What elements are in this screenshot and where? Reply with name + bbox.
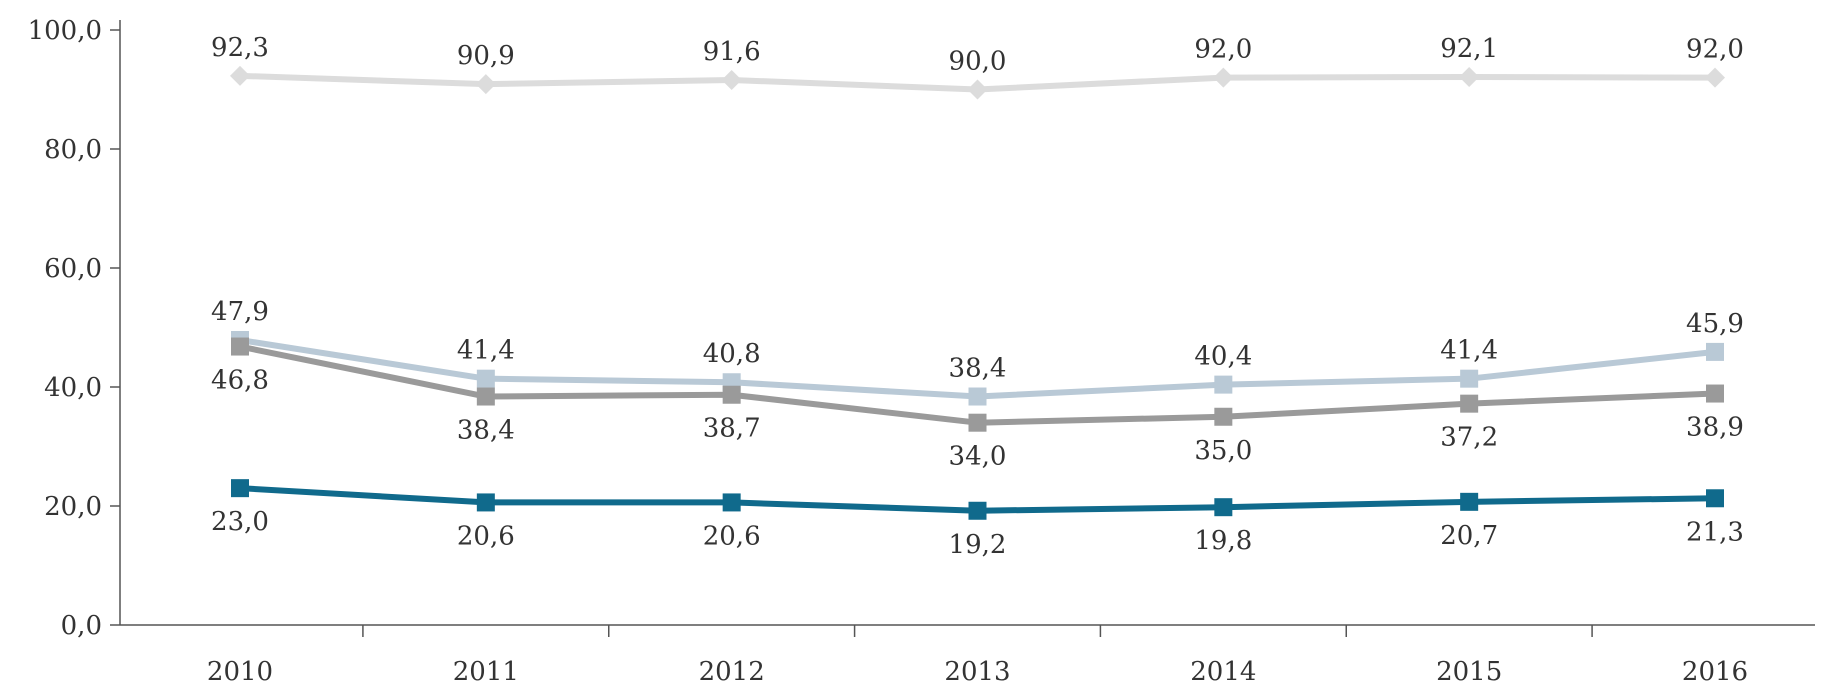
data-point: [1460, 394, 1479, 413]
data-label: 40,4: [1194, 342, 1252, 372]
data-label: 20,6: [703, 521, 761, 551]
x-tick-label: 2014: [1190, 657, 1256, 687]
data-label: 38,4: [949, 354, 1007, 384]
data-label: 34,0: [949, 442, 1007, 472]
data-point: [967, 79, 988, 100]
data-label: 92,3: [211, 33, 269, 63]
data-labels: 92,3 90,9 91,6 90,0 92,0 92,1 92,0 47,9 41,4 40,8…: [211, 33, 1744, 560]
x-tick-label: 2013: [944, 657, 1010, 687]
data-point: [722, 385, 741, 404]
data-point: [476, 493, 495, 512]
data-point: [475, 74, 496, 95]
data-label: 38,4: [457, 416, 515, 446]
series-2: [231, 337, 1724, 432]
data-point: [722, 493, 741, 512]
data-label: 23,0: [211, 507, 269, 537]
data-label: 35,0: [1194, 436, 1252, 466]
data-point: [1213, 67, 1234, 88]
data-point: [1460, 492, 1479, 511]
data-point: [476, 387, 495, 406]
y-tick-label: 20,0: [44, 492, 102, 522]
series-layer: [230, 65, 1725, 520]
x-tick-label: 2015: [1436, 657, 1502, 687]
data-point: [968, 387, 987, 406]
axes: 0,0 20,0 40,0 60,0 80,0 100,0 2010 2011 2012 2013…: [28, 16, 1815, 687]
data-label: 90,0: [949, 47, 1007, 77]
x-tick-label: 2016: [1682, 657, 1748, 687]
data-point: [1706, 384, 1724, 403]
data-point: [968, 413, 987, 432]
data-label: 38,9: [1686, 413, 1744, 443]
data-label: 40,8: [703, 339, 761, 369]
data-label: 38,7: [703, 414, 761, 444]
y-tick-label: 40,0: [44, 373, 102, 403]
data-point: [1460, 369, 1479, 388]
data-label: 90,9: [457, 41, 515, 71]
data-label: 19,2: [949, 530, 1007, 560]
data-label: 37,2: [1440, 423, 1498, 453]
data-point: [230, 65, 250, 86]
data-label: 19,8: [1194, 526, 1252, 556]
data-label: 21,3: [1686, 517, 1744, 547]
data-point: [476, 369, 495, 388]
data-point: [721, 69, 742, 90]
data-point: [1459, 67, 1480, 88]
data-label: 92,1: [1440, 34, 1498, 64]
data-point: [1214, 375, 1233, 394]
data-label: 92,0: [1194, 35, 1252, 65]
data-point: [231, 479, 249, 498]
data-point: [968, 501, 987, 520]
data-point: [1705, 67, 1725, 88]
data-label: 20,6: [457, 521, 515, 551]
data-label: 91,6: [703, 37, 761, 67]
data-point: [1706, 489, 1724, 508]
data-point: [231, 337, 249, 356]
y-tick-label: 0,0: [61, 611, 102, 641]
y-tick-label: 60,0: [44, 254, 102, 284]
x-tick-label: 2012: [699, 657, 765, 687]
data-label: 41,4: [457, 336, 515, 366]
x-tick-label: 2010: [207, 657, 273, 687]
x-tick-label: 2011: [453, 657, 519, 687]
data-label: 41,4: [1440, 336, 1498, 366]
series-0: [230, 65, 1725, 100]
data-label: 20,7: [1440, 521, 1498, 551]
data-point: [1214, 498, 1233, 517]
data-label: 46,8: [211, 366, 269, 396]
data-point: [1214, 407, 1233, 426]
y-tick-label: 80,0: [44, 135, 102, 165]
data-label: 92,0: [1686, 35, 1744, 65]
series-3: [231, 479, 1724, 520]
y-tick-label: 100,0: [28, 16, 102, 46]
data-label: 47,9: [211, 297, 269, 327]
data-label: 45,9: [1686, 309, 1744, 339]
data-point: [1706, 342, 1724, 361]
